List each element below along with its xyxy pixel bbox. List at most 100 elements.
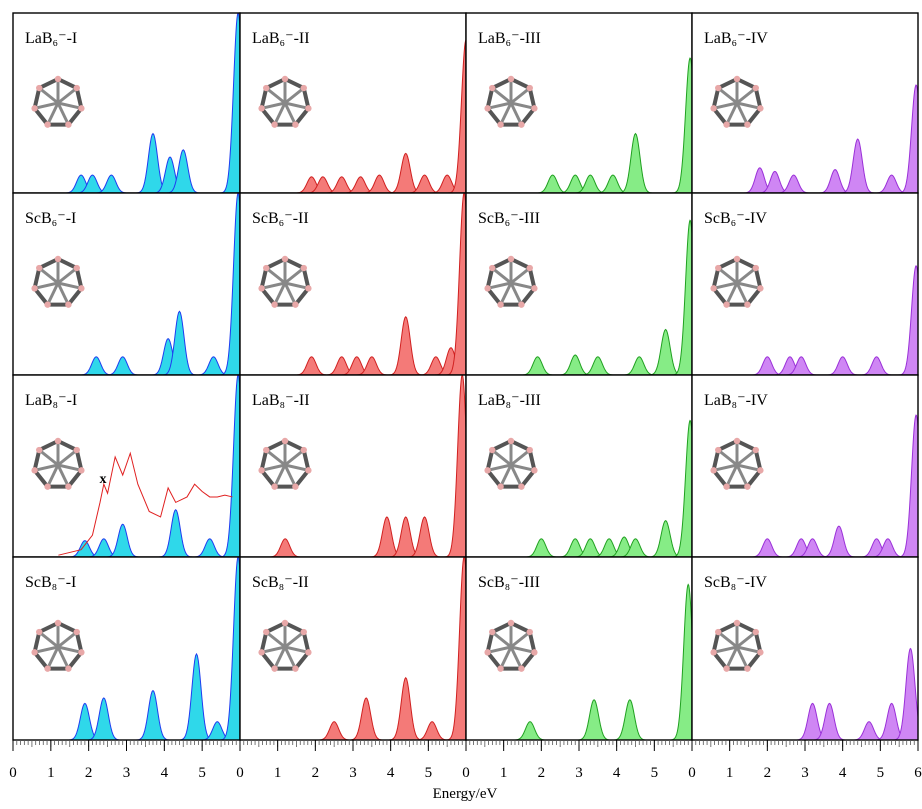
figure: Energy/eV LaB₆⁻-ILaB₆⁻-IILaB₆⁻-IIILaB₆⁻-… — [0, 0, 922, 809]
cluster-atom — [282, 256, 288, 262]
cluster-atom — [305, 467, 311, 473]
cluster-atom — [258, 467, 264, 473]
cluster-atom — [258, 105, 264, 111]
cluster-atom — [31, 467, 37, 473]
cluster-atom — [531, 105, 537, 111]
cluster-atom — [734, 256, 740, 262]
panel-title: ScB₈⁻-IV — [704, 574, 767, 591]
cluster-atom — [753, 447, 759, 453]
cluster-atom — [31, 649, 37, 655]
x-axis-label: Energy/eV — [433, 786, 498, 802]
x-tick-label: 4 — [387, 765, 395, 781]
x-tick-label: 2 — [764, 765, 772, 781]
annotation: x — [100, 472, 107, 487]
cluster-atom — [527, 265, 533, 271]
cluster-atom — [78, 649, 84, 655]
panel-title: LaB₈⁻-II — [252, 392, 310, 409]
cluster-atom — [518, 121, 524, 127]
cluster-atom — [55, 76, 61, 82]
cluster-atom — [715, 85, 721, 91]
cluster-atom — [508, 438, 514, 444]
cluster-atom — [734, 620, 740, 626]
cluster-atom — [271, 301, 277, 307]
x-tick-label: 1 — [47, 765, 55, 781]
cluster-atom — [258, 649, 264, 655]
cluster-atom — [710, 467, 716, 473]
cluster-atom — [484, 105, 490, 111]
cluster-atom — [508, 76, 514, 82]
x-tick-label: 5 — [198, 765, 206, 781]
cluster-atom — [489, 85, 495, 91]
x-tick-label: 0 — [236, 765, 244, 781]
cluster-atom — [301, 447, 307, 453]
cluster-atom — [44, 665, 50, 671]
panel-title: LaB₆⁻-I — [25, 30, 77, 47]
cluster-atom — [518, 483, 524, 489]
cluster-atom — [531, 649, 537, 655]
cluster-atom — [305, 649, 311, 655]
x-tick-label: 2 — [85, 765, 93, 781]
cluster-atom — [723, 121, 729, 127]
cluster-atom — [497, 483, 503, 489]
cluster-atom — [36, 447, 42, 453]
cluster-atom — [734, 76, 740, 82]
panel-title: LaB₈⁻-III — [478, 392, 541, 409]
cluster-atom — [65, 301, 71, 307]
cluster-atom — [44, 301, 50, 307]
cluster-atom — [497, 121, 503, 127]
cluster-atom — [757, 105, 763, 111]
cluster-atom — [292, 301, 298, 307]
cluster-atom — [715, 447, 721, 453]
x-tick-label: 3 — [575, 765, 583, 781]
panel-title: LaB₆⁻-III — [478, 30, 541, 47]
x-tick-label: 4 — [161, 765, 169, 781]
cluster-atom — [74, 629, 80, 635]
cluster-atom — [753, 265, 759, 271]
cluster-atom — [271, 483, 277, 489]
x-tick-label: 1 — [726, 765, 734, 781]
cluster-atom — [744, 483, 750, 489]
x-tick-label: 5 — [651, 765, 659, 781]
cluster-atom — [508, 256, 514, 262]
cluster-atom — [301, 629, 307, 635]
cluster-atom — [757, 649, 763, 655]
x-tick-label: 3 — [349, 765, 357, 781]
cluster-atom — [715, 629, 721, 635]
panel-title: ScB₆⁻-IV — [704, 210, 767, 227]
cluster-atom — [518, 665, 524, 671]
panel-title: ScB₈⁻-II — [252, 574, 309, 591]
cluster-atom — [292, 121, 298, 127]
cluster-atom — [36, 265, 42, 271]
cluster-atom — [305, 285, 311, 291]
cluster-atom — [723, 301, 729, 307]
panel-title: ScB₆⁻-I — [25, 210, 76, 227]
cluster-atom — [301, 85, 307, 91]
cluster-atom — [65, 121, 71, 127]
cluster-atom — [489, 629, 495, 635]
cluster-atom — [65, 483, 71, 489]
x-tick-label: 0 — [462, 765, 470, 781]
x-tick-label: 5 — [425, 765, 433, 781]
x-tick-label: 2 — [538, 765, 546, 781]
panel-title: ScB₆⁻-III — [478, 210, 540, 227]
cluster-atom — [55, 438, 61, 444]
cluster-atom — [44, 121, 50, 127]
cluster-atom — [484, 649, 490, 655]
cluster-atom — [263, 629, 269, 635]
x-tick-label: 5 — [877, 765, 885, 781]
cluster-atom — [78, 285, 84, 291]
cluster-atom — [292, 665, 298, 671]
cluster-atom — [497, 665, 503, 671]
cluster-atom — [744, 121, 750, 127]
cluster-atom — [74, 447, 80, 453]
cluster-atom — [734, 438, 740, 444]
cluster-atom — [489, 265, 495, 271]
panel-title: LaB₈⁻-IV — [704, 392, 768, 409]
panel-title: ScB₈⁻-I — [25, 574, 76, 591]
cluster-atom — [489, 447, 495, 453]
cluster-atom — [757, 285, 763, 291]
cluster-atom — [527, 85, 533, 91]
x-tick-label: 4 — [839, 765, 847, 781]
cluster-atom — [744, 665, 750, 671]
cluster-atom — [263, 265, 269, 271]
